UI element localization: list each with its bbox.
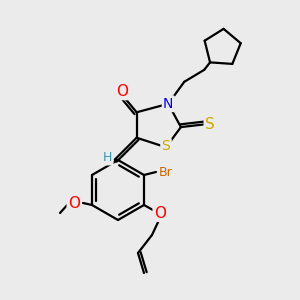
Text: S: S <box>205 117 215 132</box>
Text: O: O <box>116 84 128 99</box>
Text: Br: Br <box>159 166 173 178</box>
Text: N: N <box>163 97 173 111</box>
Text: H: H <box>103 151 112 164</box>
Text: S: S <box>162 139 170 153</box>
Text: O: O <box>154 206 166 220</box>
Text: O: O <box>68 196 80 211</box>
